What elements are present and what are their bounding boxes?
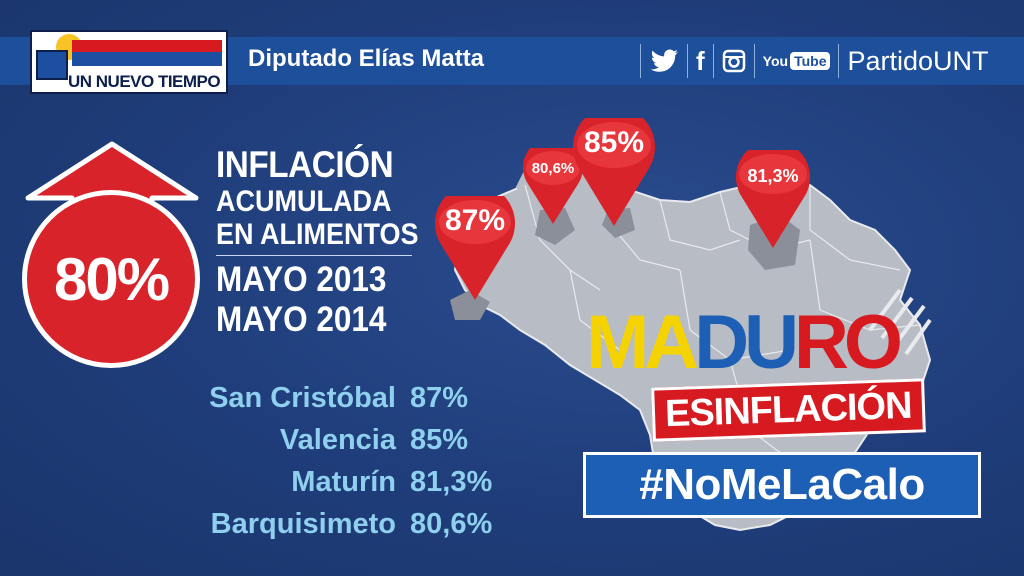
city-name: Valencia [279,424,396,456]
divider [216,255,412,256]
city-value: 80,6% [410,508,493,540]
up-arrow-icon [25,141,199,230]
pin-san-cristobal: 87% [430,183,520,302]
period-end: MAYO 2014 [216,300,387,339]
youtube-icon[interactable]: You Tube [763,52,831,70]
list-item: San Cristóbal 87% [160,382,492,424]
list-item: Maturín 81,3% [160,466,492,508]
maduro-wordmark: MADURO [586,300,903,385]
deputy-name: Diputado Elías Matta [248,45,485,72]
es-inflacion-banner: ESINFLACIÓN [651,378,926,442]
hashtag: #NoMeLaCalo [639,460,925,509]
party-handle[interactable]: PartidoUNT [847,45,989,76]
house-icon [36,50,68,80]
venezuela-map [450,155,932,532]
inflation-badge: 80% [22,190,200,368]
period-start: MAYO 2013 [216,260,387,299]
region-san-cristobal [450,290,490,320]
city-value: 85% [410,424,469,456]
pin-maturin: 81,3% [726,140,820,250]
logo-text: UN NUEVO TIEMPO [68,72,221,91]
pin-label: 81,3% [747,166,799,186]
list-item: Valencia 85% [160,424,492,466]
city-name: Barquisimeto [210,508,396,540]
hatch-pattern [868,288,932,356]
pin-label: 80,6% [531,160,575,177]
twitter-icon[interactable] [649,49,679,73]
pin-barquisimeto: 80,6% [520,137,586,226]
instagram-icon[interactable] [722,49,746,73]
headline-line2: ACUMULADA [216,185,392,218]
city-value: 81,3% [410,466,493,498]
region-barquisimeto [535,208,575,245]
pin-label: 85% [583,126,645,159]
headline-line1: INFLACIÓN [216,144,394,185]
pin-label: 87% [444,204,506,237]
party-logo: UN NUEVO TIEMPO [30,30,228,94]
city-name: Maturín [291,466,396,498]
inflation-percent: 80% [53,245,170,313]
social-bar: f You Tube PartidoUNT [632,40,989,82]
city-value: 87% [410,382,469,414]
headline-line3: EN ALIMENTOS [216,218,419,251]
city-name: San Cristóbal [209,382,396,414]
hashtag-banner: #NoMeLaCalo [583,452,981,518]
headline: INFLACIÓN ACUMULADA EN ALIMENTOS MAYO 20… [216,145,441,340]
pin-valencia: 85% [568,106,660,228]
list-item: Barquisimeto 80,6% [160,508,493,550]
facebook-icon[interactable]: f [696,45,705,76]
city-list: San Cristóbal 87% Valencia 85% Maturín 8… [160,382,492,550]
